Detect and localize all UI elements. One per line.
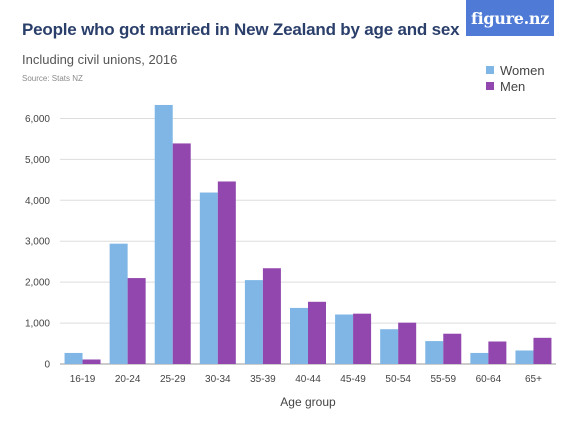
- bar-men-30-34[interactable]: [217, 181, 236, 364]
- bar-men-65+[interactable]: [533, 337, 552, 364]
- bar-women-35-39[interactable]: [244, 280, 263, 364]
- legend-swatch-women: [486, 66, 494, 74]
- x-tick-label: 35-39: [250, 374, 276, 385]
- bar-men-60-64[interactable]: [488, 341, 507, 364]
- bar-women-16-19[interactable]: [64, 352, 83, 364]
- x-tick-label: 20-24: [115, 374, 141, 385]
- x-tick-label: 50-54: [385, 374, 411, 385]
- bar-men-45-49[interactable]: [353, 313, 372, 364]
- chart-subtitle: Including civil unions, 2016: [22, 52, 178, 67]
- x-tick-label: 55-59: [430, 374, 456, 385]
- bar-women-40-44[interactable]: [290, 307, 308, 364]
- x-tick-label: 30-34: [205, 374, 231, 385]
- y-axis-ticks: 0 1,000 2,000 3,000 4,000 5,000 6,000: [25, 114, 50, 371]
- bar-women-30-34[interactable]: [199, 192, 218, 364]
- bars: [64, 104, 552, 365]
- bar-men-20-24[interactable]: [127, 278, 146, 364]
- legend-label-women: Women: [500, 62, 545, 78]
- y-tick-label: 6,000: [25, 114, 50, 125]
- bar-women-50-54[interactable]: [380, 329, 399, 364]
- bar-men-50-54[interactable]: [398, 322, 417, 364]
- bar-men-35-39[interactable]: [262, 268, 281, 364]
- y-tick-label: 4,000: [25, 196, 50, 207]
- figure-nz-logo[interactable]: figure.nz: [466, 0, 554, 36]
- y-tick-label: 1,000: [25, 319, 50, 330]
- x-tick-label: 45-49: [340, 374, 366, 385]
- bar-men-25-29[interactable]: [172, 143, 191, 364]
- x-tick-label: 40-44: [295, 374, 321, 385]
- y-tick-label: 0: [44, 360, 50, 371]
- x-axis-title: Age group: [280, 395, 336, 409]
- bar-women-20-24[interactable]: [109, 243, 128, 364]
- chart-legend: Women Men: [486, 62, 545, 94]
- legend-label-men: Men: [500, 78, 526, 94]
- bar-men-16-19[interactable]: [82, 359, 101, 364]
- chart-source: Source: Stats NZ: [22, 74, 83, 83]
- x-tick-label: 25-29: [160, 374, 186, 385]
- chart-title: People who got married in New Zealand by…: [22, 20, 460, 39]
- y-tick-label: 5,000: [25, 155, 50, 166]
- x-tick-label: 16-19: [70, 374, 96, 385]
- x-axis-ticks: 16-19 20-24 25-29 30-34 35-39 40-44 45-49 50-54…: [70, 374, 542, 385]
- bar-women-65+[interactable]: [515, 350, 534, 364]
- legend-item-men: Men: [486, 78, 545, 94]
- x-tick-label: 65+: [525, 374, 542, 385]
- x-tick-label: 60-64: [476, 374, 502, 385]
- bar-women-25-29[interactable]: [154, 104, 173, 365]
- y-tick-label: 2,000: [25, 278, 50, 289]
- y-tick-label: 3,000: [25, 237, 50, 248]
- bar-men-55-59[interactable]: [443, 333, 462, 364]
- legend-swatch-men: [486, 82, 494, 90]
- bar-women-60-64[interactable]: [470, 352, 489, 364]
- bar-women-45-49[interactable]: [335, 314, 354, 364]
- bar-men-40-44[interactable]: [308, 301, 326, 364]
- bar-women-55-59[interactable]: [425, 341, 444, 364]
- legend-item-women: Women: [486, 62, 545, 78]
